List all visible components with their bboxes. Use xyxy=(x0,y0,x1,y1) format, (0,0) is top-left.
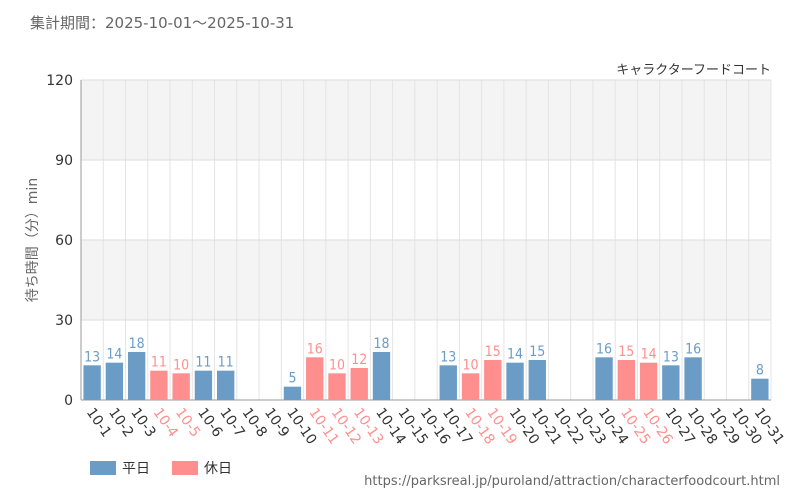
bar xyxy=(105,362,124,400)
y-tick-label: 0 xyxy=(64,393,73,409)
bar xyxy=(461,373,480,400)
bar xyxy=(283,386,302,400)
bar xyxy=(617,360,636,400)
bar xyxy=(595,357,613,400)
bar-value-label: 15 xyxy=(618,344,634,360)
bar-value-label: 14 xyxy=(106,347,122,363)
bar xyxy=(150,370,168,400)
bar xyxy=(172,373,190,400)
y-tick-label: 30 xyxy=(55,313,73,329)
bar-value-label: 10 xyxy=(463,357,479,373)
bar xyxy=(662,365,680,400)
bar-value-label: 10 xyxy=(173,357,189,373)
bar-value-label: 13 xyxy=(84,349,100,365)
bar-value-label: 16 xyxy=(307,341,323,357)
bar xyxy=(194,370,213,400)
bar xyxy=(83,365,101,400)
bar xyxy=(639,362,658,400)
bar-value-label: 13 xyxy=(663,349,679,365)
bar-value-label: 16 xyxy=(685,341,701,357)
bar xyxy=(127,352,146,400)
bar-value-label: 5 xyxy=(288,371,296,387)
bar xyxy=(350,368,368,400)
source-url[interactable]: https://parksreal.jp/puroland/attraction… xyxy=(364,474,780,489)
bar-value-label: 14 xyxy=(507,347,523,363)
bar xyxy=(684,357,702,400)
plot-band xyxy=(81,80,771,160)
legend-weekday-label: 平日 xyxy=(122,461,150,477)
bar xyxy=(216,370,235,400)
bar xyxy=(439,365,457,400)
period-label: 集計期間：2025-10-01～2025-10-31 xyxy=(30,14,295,32)
legend-weekday-swatch xyxy=(90,461,116,475)
y-axis-label: 待ち時間（分）min xyxy=(25,178,41,302)
bar-value-label: 15 xyxy=(529,344,545,360)
bar-value-label: 13 xyxy=(440,349,456,365)
bar xyxy=(328,373,346,400)
bar-value-label: 14 xyxy=(641,347,657,363)
bar xyxy=(306,357,324,400)
plot-band xyxy=(81,240,771,320)
bar xyxy=(506,362,524,400)
bar xyxy=(751,378,769,400)
chart-title: キャラクターフードコート xyxy=(616,63,771,78)
y-tick-label: 60 xyxy=(55,233,73,249)
plot-band xyxy=(81,160,771,240)
bar xyxy=(372,352,391,400)
legend-weekday[interactable]: 平日 xyxy=(90,458,150,478)
legend-holiday[interactable]: 休日 xyxy=(172,458,232,478)
bar-value-label: 11 xyxy=(151,355,167,371)
bar-value-label: 16 xyxy=(596,341,612,357)
legend-holiday-swatch xyxy=(172,461,198,475)
bar-value-label: 10 xyxy=(329,357,345,373)
bar-value-label: 12 xyxy=(351,352,367,368)
legend-holiday-label: 休日 xyxy=(204,461,232,477)
bar xyxy=(528,360,546,400)
bar-value-label: 18 xyxy=(373,336,389,352)
y-tick-label: 120 xyxy=(46,73,73,89)
bar xyxy=(484,360,502,400)
y-tick-label: 90 xyxy=(55,153,73,169)
bar-value-label: 15 xyxy=(485,344,501,360)
bar-value-label: 8 xyxy=(756,363,764,379)
bar-value-label: 11 xyxy=(218,355,234,371)
bar-value-label: 18 xyxy=(129,336,145,352)
legend: 平日 休日 xyxy=(90,458,232,478)
bar-value-label: 11 xyxy=(195,355,211,371)
